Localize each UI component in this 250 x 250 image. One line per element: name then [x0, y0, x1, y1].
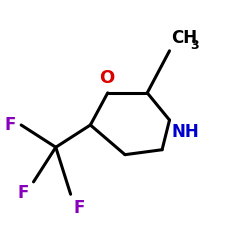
- Text: F: F: [5, 116, 16, 134]
- Text: F: F: [73, 199, 85, 217]
- Text: CH: CH: [171, 29, 197, 47]
- Text: 3: 3: [190, 39, 199, 52]
- Text: F: F: [17, 184, 28, 202]
- Text: NH: NH: [172, 124, 200, 142]
- Text: O: O: [99, 69, 114, 87]
